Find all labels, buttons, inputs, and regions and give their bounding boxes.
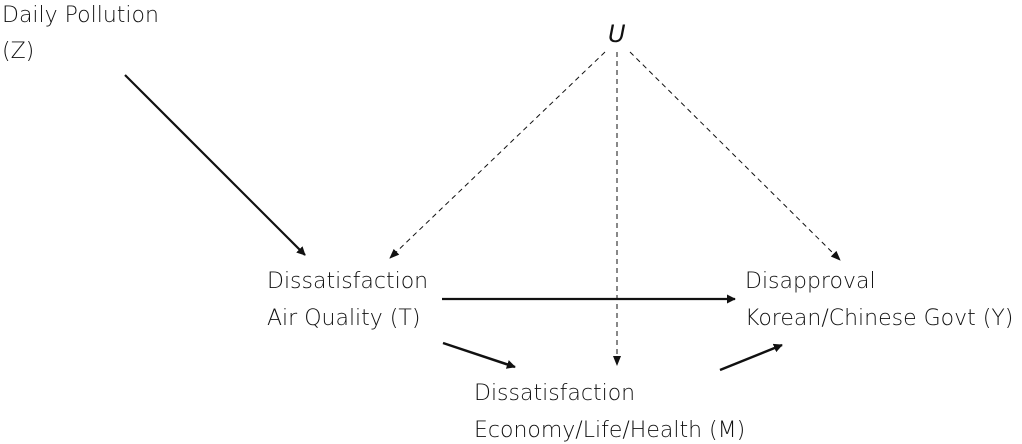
edge-u-t bbox=[389, 51, 606, 259]
edge-t-m bbox=[442, 341, 516, 369]
node-label: Disapproval bbox=[745, 269, 876, 294]
node-label: Daily Pollution bbox=[2, 3, 159, 28]
node-label: Dissatisfaction bbox=[267, 269, 428, 294]
node-label: (Z) bbox=[2, 39, 34, 64]
node-label: Dissatisfaction bbox=[474, 381, 635, 406]
edge-u-y bbox=[629, 51, 841, 261]
node-label: Economy/Life/Health (M) bbox=[474, 418, 745, 443]
edge-z-t bbox=[124, 74, 306, 256]
node-label: U bbox=[608, 20, 626, 48]
node-label: Air Quality (T) bbox=[267, 306, 420, 331]
edge-m-y bbox=[719, 343, 783, 372]
node-label: Korean/Chinese Govt (Y) bbox=[745, 306, 1013, 331]
